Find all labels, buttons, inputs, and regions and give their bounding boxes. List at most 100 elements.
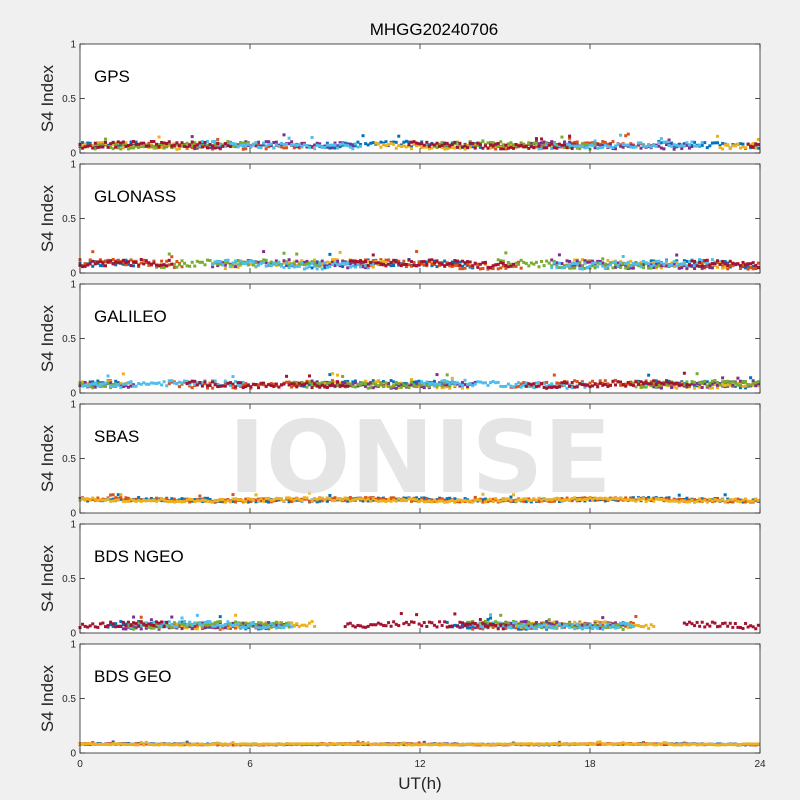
data-point — [450, 262, 454, 266]
data-point — [542, 621, 546, 625]
data-point — [346, 379, 350, 383]
data-point — [458, 146, 462, 150]
data-point — [652, 379, 656, 383]
data-point — [315, 384, 319, 388]
data-point — [356, 145, 360, 149]
data-point — [272, 261, 276, 265]
data-point — [721, 380, 725, 384]
data-point — [440, 143, 444, 147]
data-point — [399, 264, 403, 268]
data-point — [410, 145, 413, 149]
data-point — [137, 624, 141, 628]
data-point — [529, 626, 533, 630]
data-point — [621, 143, 625, 147]
data-point — [333, 143, 337, 147]
data-point — [496, 145, 500, 149]
data-point — [438, 261, 442, 265]
data-point — [489, 141, 493, 145]
data-point — [177, 263, 181, 267]
data-point — [206, 139, 209, 143]
data-point — [353, 259, 357, 263]
data-point — [111, 257, 115, 261]
data-point — [144, 621, 148, 625]
y-tick-label: 0 — [70, 149, 76, 160]
data-point — [557, 253, 561, 257]
data-point — [359, 259, 362, 263]
data-point — [532, 141, 536, 145]
data-point — [614, 262, 617, 266]
data-point — [249, 145, 253, 149]
data-point — [489, 381, 493, 385]
data-point — [262, 383, 266, 387]
data-point — [522, 625, 526, 629]
data-point — [593, 266, 597, 270]
data-point — [491, 144, 495, 148]
data-point — [499, 384, 503, 388]
data-point — [708, 386, 712, 390]
data-point — [489, 623, 493, 627]
data-point — [721, 383, 725, 387]
data-point — [672, 497, 676, 501]
data-point — [468, 145, 472, 149]
data-point — [361, 263, 365, 267]
data-point — [106, 624, 110, 628]
data-point — [716, 383, 719, 387]
data-point — [435, 373, 439, 377]
data-point — [614, 497, 617, 501]
data-point — [295, 383, 299, 387]
data-point — [359, 144, 362, 148]
data-point — [665, 259, 668, 263]
data-point — [200, 498, 204, 502]
data-point — [203, 143, 207, 147]
data-point — [455, 140, 459, 144]
data-point — [343, 496, 347, 500]
data-point — [463, 497, 467, 501]
data-point — [708, 624, 712, 628]
data-point — [644, 261, 648, 265]
data-point — [384, 264, 388, 268]
data-point — [106, 258, 110, 262]
data-point — [98, 145, 102, 149]
data-point — [432, 623, 436, 627]
data-point — [333, 384, 337, 388]
data-point — [249, 499, 253, 503]
data-point — [177, 147, 181, 151]
data-point — [206, 146, 209, 150]
data-point — [343, 498, 347, 502]
data-point — [596, 497, 600, 501]
data-point — [695, 372, 699, 376]
data-point — [241, 383, 245, 387]
data-point — [749, 383, 753, 387]
data-point — [534, 498, 538, 502]
data-point — [216, 141, 220, 145]
data-point — [591, 143, 595, 147]
data-point — [193, 147, 197, 151]
data-point — [642, 497, 646, 501]
data-point — [504, 251, 508, 255]
data-point — [346, 384, 350, 388]
data-point — [606, 624, 610, 628]
data-point — [425, 260, 429, 264]
data-point — [175, 260, 179, 264]
data-point — [142, 498, 146, 502]
data-point — [147, 144, 151, 148]
data-point — [379, 259, 383, 263]
data-point — [200, 140, 204, 144]
data-point — [514, 264, 518, 268]
y-axis-label: S4 Index — [38, 424, 57, 492]
data-point — [466, 384, 470, 388]
data-point — [170, 380, 174, 384]
data-point — [524, 381, 528, 385]
data-point — [575, 626, 579, 630]
data-point — [93, 141, 97, 145]
data-point — [106, 374, 110, 378]
data-point — [443, 383, 447, 387]
data-point — [328, 146, 332, 150]
data-point — [308, 261, 311, 265]
data-point — [211, 140, 215, 144]
data-point — [185, 740, 189, 744]
data-point — [410, 147, 413, 151]
data-point — [404, 499, 408, 503]
data-point — [203, 496, 207, 500]
data-point — [277, 624, 281, 628]
